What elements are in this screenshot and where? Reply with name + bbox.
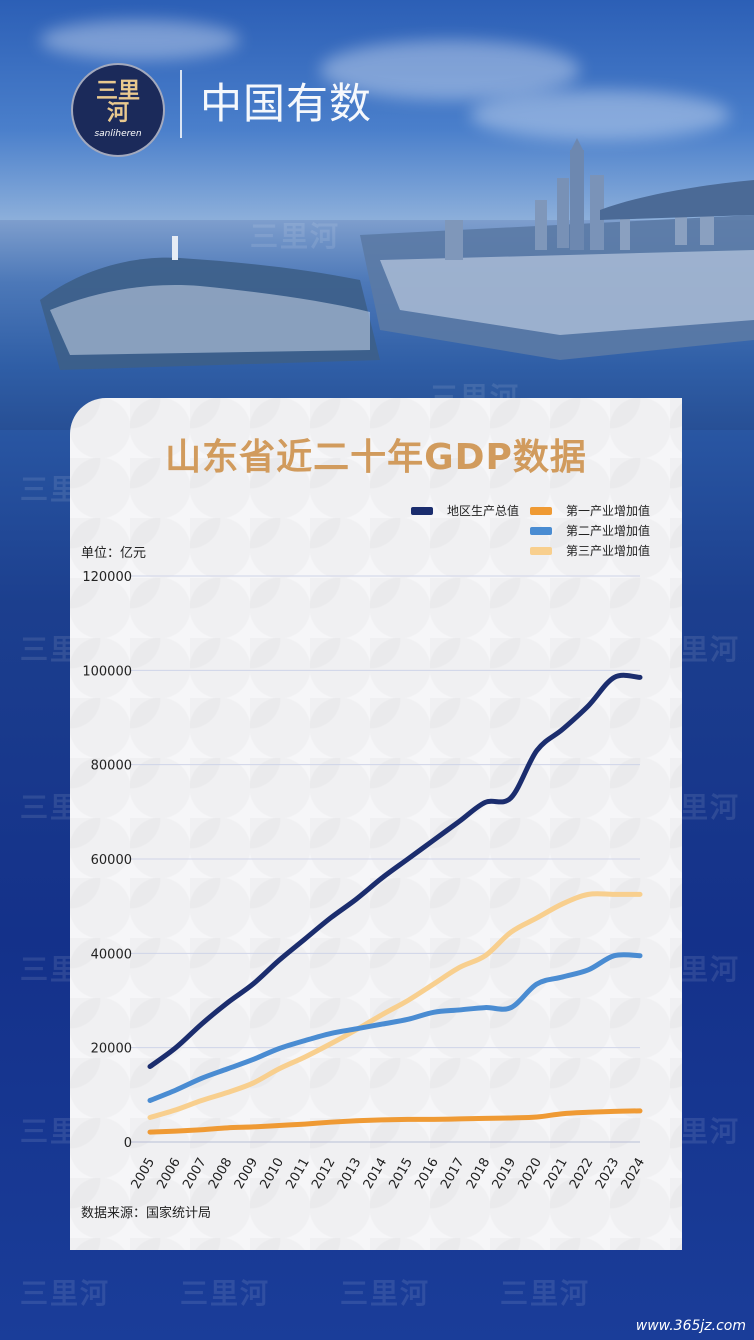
x-tick-label: 2010 <box>258 1156 288 1192</box>
unit-label: 单位：亿元 <box>81 546 147 561</box>
legend-item-tertiary: 第三产业增加值 <box>530 542 650 559</box>
brand-logo-subtext: sanliheren <box>94 129 142 139</box>
watermark: 三里河 <box>500 1277 591 1310</box>
x-tick-label: 2021 <box>541 1156 571 1192</box>
x-tick-label: 2019 <box>490 1156 520 1192</box>
x-tick-label: 2022 <box>567 1156 597 1192</box>
y-tick-label: 20000 <box>91 1042 132 1057</box>
y-tick-label: 0 <box>124 1136 132 1151</box>
logo-divider <box>180 70 182 138</box>
site-watermark: www.365jz.com <box>635 1318 746 1334</box>
legend-item-secondary: 第二产业增加值 <box>530 522 650 539</box>
watermark: 三里河 <box>20 1277 111 1310</box>
x-tick-label: 2013 <box>335 1156 365 1192</box>
legend-swatch <box>411 506 433 515</box>
legend-swatch <box>530 526 552 535</box>
x-tick-label: 2015 <box>386 1156 416 1192</box>
line-chart: 0200004000060000800001000001200002005200… <box>82 570 649 1192</box>
watermark: 三里河 <box>340 1277 431 1310</box>
chart-card: 山东省近二十年GDP数据 地区生产总值 第一产业增加值 第二产业增加值 第三产业… <box>70 398 682 1250</box>
y-tick-label: 120000 <box>82 570 132 585</box>
x-tick-label: 2014 <box>361 1156 391 1192</box>
x-tick-label: 2023 <box>593 1156 623 1192</box>
y-tick-label: 80000 <box>91 759 132 774</box>
legend-label: 第三产业增加值 <box>566 544 651 558</box>
x-tick-label: 2005 <box>129 1156 159 1192</box>
data-source: 数据来源：国家统计局 <box>81 1206 212 1221</box>
x-tick-label: 2008 <box>206 1156 236 1192</box>
legend-swatch <box>530 506 552 515</box>
legend-item-primary: 第一产业增加值 <box>530 502 650 519</box>
series-line-tertiary <box>147 891 643 1120</box>
legend-label: 第二产业增加值 <box>566 524 651 538</box>
x-tick-label: 2009 <box>232 1156 262 1192</box>
x-tick-label: 2007 <box>180 1156 210 1192</box>
x-tick-label: 2024 <box>619 1156 649 1192</box>
legend-item-gdp: 地区生产总值 <box>411 502 519 519</box>
x-tick-label: 2018 <box>464 1156 494 1192</box>
watermark: 三里河 <box>180 1277 271 1310</box>
y-tick-label: 40000 <box>91 947 132 962</box>
x-tick-label: 2020 <box>515 1156 545 1192</box>
x-tick-label: 2011 <box>283 1156 313 1192</box>
brand-logo-text: 三里河 <box>95 79 140 126</box>
series-line-primary <box>147 1108 643 1135</box>
brand-logo: 三里河 sanliheren <box>71 63 165 157</box>
legend-label: 第一产业增加值 <box>566 504 651 518</box>
header-background-photo <box>0 0 754 430</box>
x-tick-label: 2017 <box>438 1156 468 1192</box>
city-skyline-illustration <box>40 138 754 370</box>
series-line-gdp <box>147 672 643 1070</box>
legend-swatch <box>530 546 552 555</box>
y-tick-label: 100000 <box>82 664 132 679</box>
chart-title: 山东省近二十年GDP数据 <box>165 437 587 478</box>
header-title: 中国有数 <box>200 79 373 128</box>
watermark: 三里河 <box>250 220 341 253</box>
y-tick-label: 60000 <box>91 853 132 868</box>
series-line-secondary <box>147 952 643 1103</box>
x-tick-label: 2006 <box>154 1156 184 1192</box>
x-tick-label: 2016 <box>412 1156 442 1192</box>
x-tick-label: 2012 <box>309 1156 339 1192</box>
legend-label: 地区生产总值 <box>447 504 520 518</box>
